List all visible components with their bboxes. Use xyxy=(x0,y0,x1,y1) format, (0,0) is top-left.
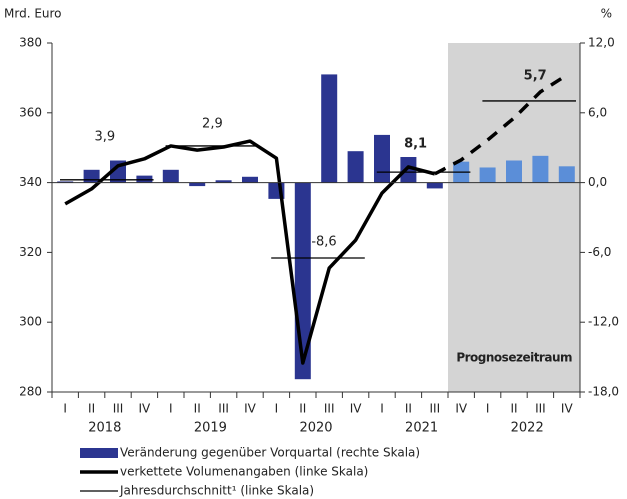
x-group-label: 2021 xyxy=(405,421,438,436)
x-tick-label: I xyxy=(63,402,67,416)
bar xyxy=(347,151,364,183)
annual-growth-label: 3,9 xyxy=(94,129,115,144)
x-group-label: 2020 xyxy=(299,421,332,436)
x-tick-label: IV xyxy=(455,402,468,416)
x-tick-label: I xyxy=(380,402,384,416)
bar xyxy=(215,180,232,183)
x-tick-label: II xyxy=(405,402,412,416)
bar xyxy=(189,182,206,187)
forecast-label: Prognosezeitraum xyxy=(456,351,572,365)
y-tick-label: 360 xyxy=(19,105,42,119)
legend-label: verkettete Volumenangaben (linke Skala) xyxy=(120,465,368,479)
x-tick-label: IV xyxy=(139,402,152,416)
x-group-label: 2019 xyxy=(194,421,227,436)
bar xyxy=(558,166,575,183)
x-tick-label: I xyxy=(275,402,279,416)
bar xyxy=(321,74,338,183)
annual-growth-label: 5,7 xyxy=(524,68,547,83)
y2-axis-unit: % xyxy=(601,7,612,21)
legend-swatch xyxy=(80,448,118,458)
bar xyxy=(374,134,390,183)
bar xyxy=(136,175,153,183)
bar xyxy=(242,176,258,183)
legend-label: Veränderung gegenüber Vorquartal (rechte… xyxy=(120,446,420,460)
y-tick-label: 380 xyxy=(19,36,42,50)
bar xyxy=(162,169,179,183)
y2-tick-label: 12,0 xyxy=(588,36,615,50)
x-tick-label: IV xyxy=(244,402,257,416)
forecast-area xyxy=(448,43,580,392)
x-tick-label: I xyxy=(486,402,490,416)
x-tick-label: III xyxy=(535,402,546,416)
y2-tick-label: -12,0 xyxy=(588,315,619,329)
x-tick-label: II xyxy=(299,402,306,416)
y2-tick-label: 6,0 xyxy=(588,105,607,119)
y2-tick-label: -18,0 xyxy=(588,385,619,399)
x-tick-label: I xyxy=(169,402,173,416)
annual-growth-label: -8,6 xyxy=(311,234,336,249)
x-group-label: 2022 xyxy=(511,421,544,436)
y2-tick-label: 0,0 xyxy=(588,175,607,189)
y-tick-label: 300 xyxy=(19,315,42,329)
bar xyxy=(532,155,549,183)
annual-growth-label: 8,1 xyxy=(404,137,427,152)
bar xyxy=(479,167,496,183)
x-tick-label: IV xyxy=(350,402,363,416)
y-tick-label: 340 xyxy=(19,175,42,189)
x-group-label: 2018 xyxy=(88,421,121,436)
y2-tick-label: -6,0 xyxy=(588,245,611,259)
x-tick-label: III xyxy=(113,402,124,416)
x-tick-label: III xyxy=(218,402,229,416)
bar xyxy=(426,182,443,189)
bar xyxy=(57,181,74,183)
y-axis-unit: Mrd. Euro xyxy=(4,7,62,21)
line xyxy=(64,139,436,365)
annual-growth-label: 2,9 xyxy=(202,116,223,131)
x-tick-label: II xyxy=(194,402,201,416)
y-tick-label: 320 xyxy=(19,245,42,259)
legend-label: Jahresdurchschnitt¹ (linke Skala) xyxy=(119,484,314,498)
x-tick-label: III xyxy=(429,402,440,416)
x-tick-label: III xyxy=(324,402,335,416)
line xyxy=(433,73,568,176)
x-tick-label: II xyxy=(510,402,517,416)
x-tick-label: II xyxy=(88,402,95,416)
y-tick-label: 280 xyxy=(19,385,42,399)
x-tick-label: IV xyxy=(561,402,574,416)
bar xyxy=(83,169,100,183)
bar xyxy=(506,160,522,183)
bar xyxy=(400,157,417,183)
